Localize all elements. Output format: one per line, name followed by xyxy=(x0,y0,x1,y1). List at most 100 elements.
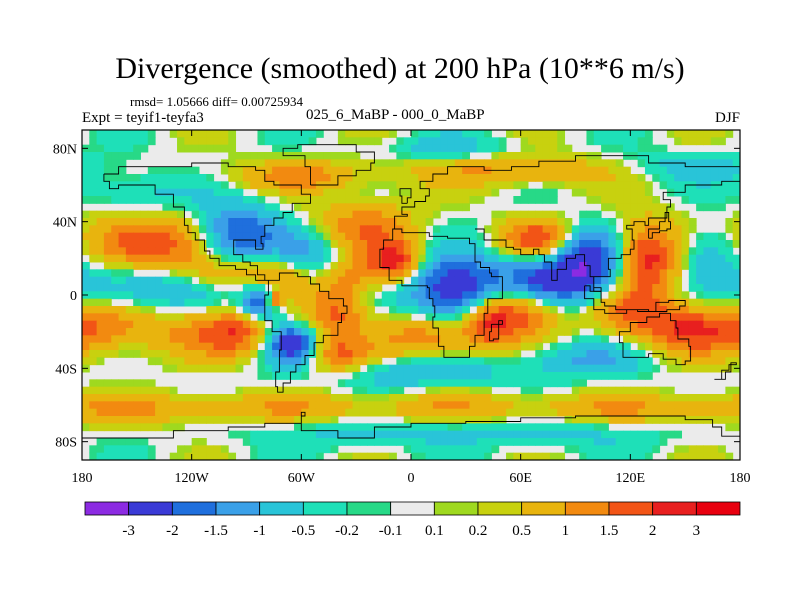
field-cell xyxy=(294,313,302,322)
field-cell xyxy=(425,181,434,190)
field-cell xyxy=(732,335,740,344)
field-cell xyxy=(220,188,229,197)
colorbar-label: 1.5 xyxy=(600,523,619,539)
field-cell xyxy=(374,269,383,278)
field-cell xyxy=(403,291,412,300)
field-cell xyxy=(111,284,120,292)
field-cell xyxy=(608,269,617,278)
field-cell xyxy=(352,196,361,204)
field-cell xyxy=(571,181,580,190)
field-cell xyxy=(118,159,127,168)
field-cell xyxy=(462,137,470,146)
field-cell xyxy=(403,401,412,410)
field-cell xyxy=(688,313,697,322)
field-cell xyxy=(308,298,317,307)
field-cell xyxy=(703,269,712,278)
field-cell xyxy=(454,364,463,373)
field-cell xyxy=(484,401,492,410)
field-cell xyxy=(264,225,273,234)
field-cell xyxy=(330,430,339,439)
field-cell xyxy=(666,364,675,373)
field-cell xyxy=(491,298,500,307)
field-cell xyxy=(294,416,302,424)
field-cell xyxy=(659,152,668,160)
field-cell xyxy=(396,313,405,322)
field-cell xyxy=(418,379,427,388)
colorbar-label: 0.5 xyxy=(512,523,531,539)
field-cell xyxy=(323,401,332,410)
field-cell xyxy=(425,386,434,395)
field-cell xyxy=(301,386,310,395)
field-cell xyxy=(462,445,470,454)
field-cell xyxy=(82,159,90,168)
field-cell xyxy=(381,430,390,439)
field-cell xyxy=(462,254,470,263)
field-cell xyxy=(703,364,712,373)
field-cell xyxy=(462,152,470,160)
field-cell xyxy=(242,408,251,417)
field-cell xyxy=(688,328,697,336)
field-cell xyxy=(454,181,463,190)
field-cell xyxy=(403,218,412,226)
stats-text: rmsd= 1.05666 diff= 0.00725934 xyxy=(130,94,303,109)
field-cell xyxy=(213,269,222,278)
field-cell xyxy=(213,218,222,226)
field-cell xyxy=(498,210,507,219)
field-cell xyxy=(147,335,156,344)
field-cell xyxy=(184,357,193,366)
field-cell xyxy=(593,386,602,395)
field-cell xyxy=(476,423,485,432)
field-cell xyxy=(542,379,551,388)
field-cell xyxy=(96,298,105,307)
field-cell xyxy=(674,284,683,292)
field-cell xyxy=(447,269,456,278)
field-cell xyxy=(140,423,149,432)
field-cell xyxy=(294,188,302,197)
field-cell xyxy=(89,328,98,336)
field-cell xyxy=(644,401,653,410)
field-cell xyxy=(688,130,697,138)
field-cell xyxy=(549,379,558,388)
field-cell xyxy=(396,166,405,175)
field-cell xyxy=(184,166,193,175)
field-cell xyxy=(235,254,244,263)
field-cell xyxy=(315,328,324,336)
field-cell xyxy=(272,401,280,410)
field-cell xyxy=(359,137,368,146)
field-cell xyxy=(425,262,434,270)
field-cell xyxy=(411,372,419,380)
field-cell xyxy=(286,401,295,410)
field-cell xyxy=(520,247,529,256)
field-cell xyxy=(301,350,310,358)
field-cell xyxy=(630,364,639,373)
field-cell xyxy=(447,401,456,410)
field-cell xyxy=(367,291,375,300)
field-cell xyxy=(96,445,105,454)
field-cell xyxy=(454,276,463,285)
field-cell xyxy=(323,430,332,439)
field-cell xyxy=(703,408,712,417)
field-cell xyxy=(272,452,280,460)
field-cell xyxy=(103,210,112,219)
field-cell xyxy=(220,357,229,366)
field-cell xyxy=(184,350,193,358)
field-cell xyxy=(418,130,427,138)
field-cell xyxy=(462,269,470,278)
field-cell xyxy=(674,166,683,175)
field-cell xyxy=(323,335,332,344)
field-cell xyxy=(447,130,456,138)
field-cell xyxy=(374,225,383,234)
field-cell xyxy=(374,254,383,263)
field-cell xyxy=(133,196,141,204)
field-cell xyxy=(623,269,631,278)
field-cell xyxy=(454,335,463,344)
field-cell xyxy=(593,276,602,285)
field-cell xyxy=(491,423,500,432)
field-cell xyxy=(630,394,639,402)
field-cell xyxy=(484,225,492,234)
field-cell xyxy=(337,247,346,256)
field-cell xyxy=(542,306,551,314)
field-cell xyxy=(257,357,266,366)
field-cell xyxy=(469,174,478,182)
field-cell xyxy=(133,313,141,322)
